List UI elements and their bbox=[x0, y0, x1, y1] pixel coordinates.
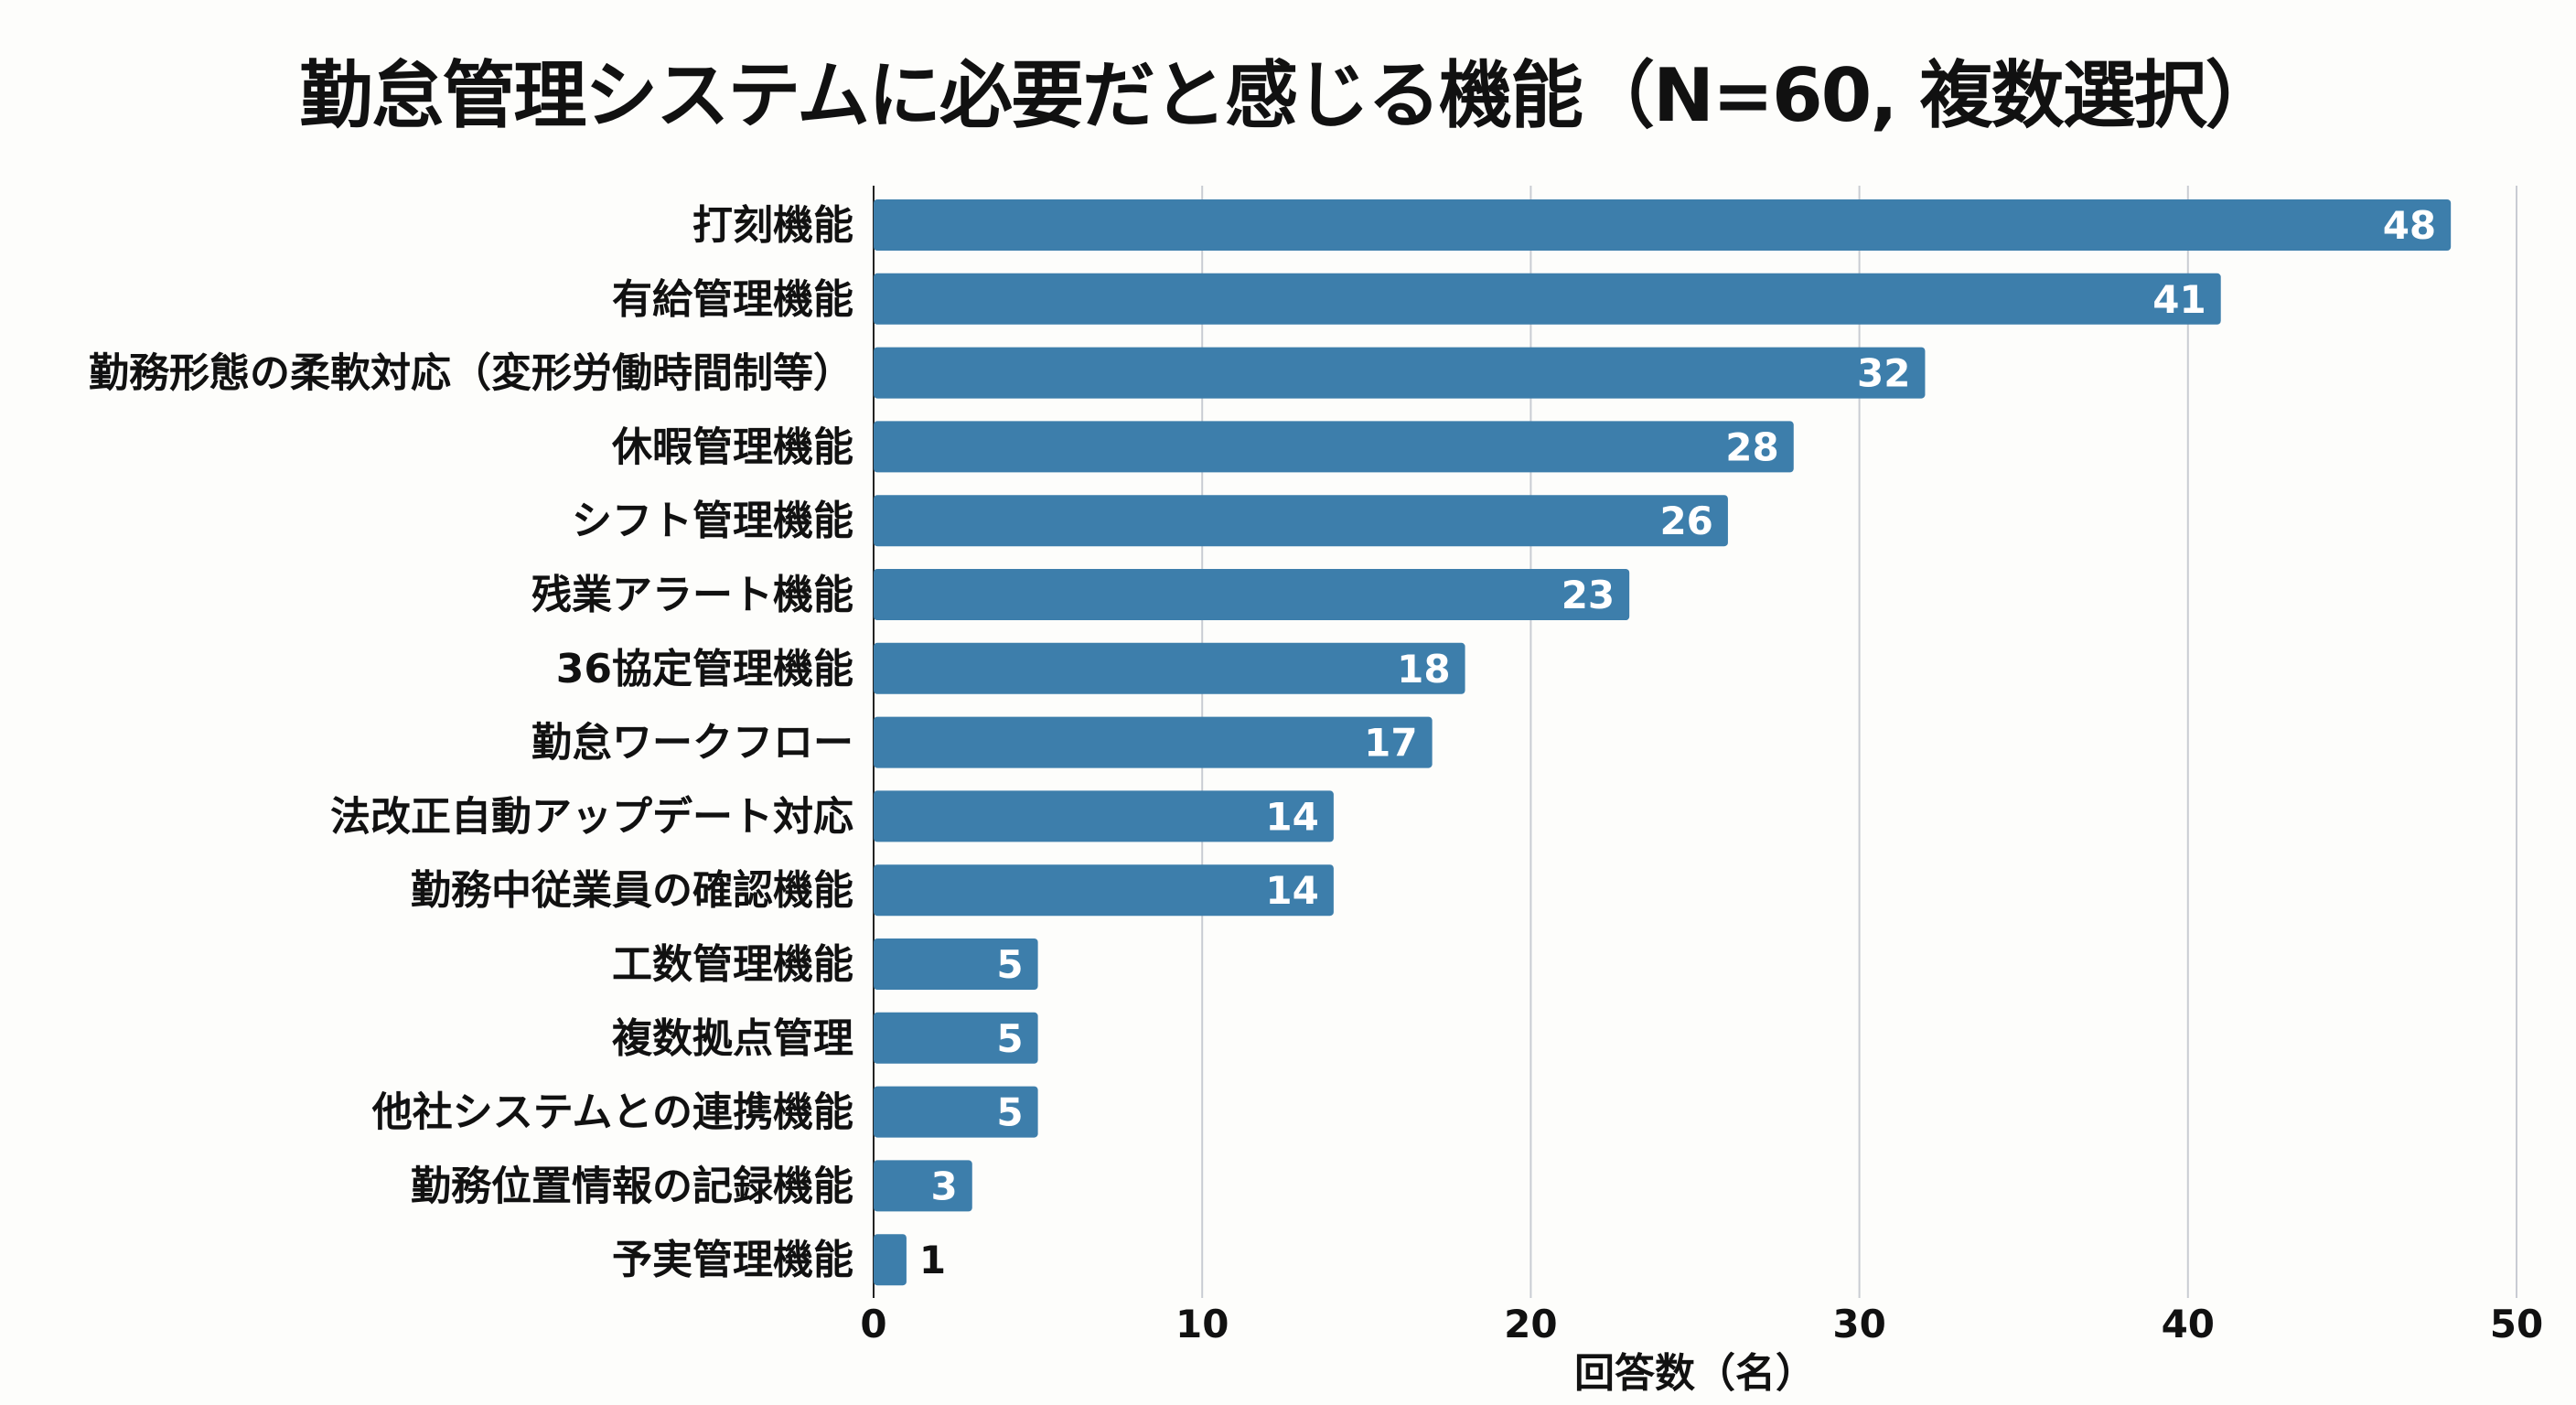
bar bbox=[874, 199, 2452, 251]
bar bbox=[874, 938, 1038, 990]
bar bbox=[874, 642, 1465, 694]
category-label: 36協定管理機能 bbox=[556, 646, 853, 692]
data-label: 26 bbox=[1659, 499, 1712, 543]
x-tick-label: 10 bbox=[1175, 1302, 1229, 1346]
data-label: 28 bbox=[1725, 424, 1778, 469]
bar bbox=[874, 716, 1433, 768]
bar bbox=[874, 1086, 1038, 1138]
data-label: 5 bbox=[996, 1016, 1023, 1061]
x-tick-label: 20 bbox=[1504, 1302, 1557, 1346]
x-tick-label: 30 bbox=[1832, 1302, 1885, 1346]
x-tick-label: 0 bbox=[860, 1302, 886, 1346]
data-label: 3 bbox=[931, 1164, 958, 1208]
bar bbox=[874, 495, 1728, 547]
x-tick-label: 50 bbox=[2490, 1302, 2543, 1346]
bar bbox=[874, 1160, 972, 1212]
category-label: 勤務位置情報の記録機能 bbox=[411, 1163, 853, 1209]
data-label: 5 bbox=[996, 1090, 1023, 1135]
category-label: 勤務中従業員の確認機能 bbox=[411, 867, 853, 914]
chart-title: 勤怠管理システムに必要だと感じる機能（N=60, 複数選択） bbox=[299, 53, 2278, 138]
bar bbox=[874, 1234, 907, 1286]
data-label: 1 bbox=[919, 1238, 946, 1282]
category-label: 複数拠点管理 bbox=[612, 1015, 853, 1062]
bar bbox=[874, 1012, 1038, 1064]
data-label: 14 bbox=[1265, 794, 1318, 839]
category-label: 予実管理機能 bbox=[612, 1237, 853, 1283]
x-axis-title: 回答数（名） bbox=[1574, 1350, 1816, 1397]
bar bbox=[874, 790, 1334, 842]
category-label: 有給管理機能 bbox=[612, 276, 853, 323]
data-label: 5 bbox=[996, 942, 1023, 987]
bar bbox=[874, 347, 1926, 399]
bar bbox=[874, 569, 1630, 620]
data-label: 32 bbox=[1857, 351, 1910, 396]
data-label: 14 bbox=[1265, 868, 1318, 913]
category-label: シフト管理機能 bbox=[572, 498, 853, 544]
bar bbox=[874, 421, 1794, 473]
category-label: 休暇管理機能 bbox=[611, 424, 853, 470]
category-label: 法改正自動アップデート対応 bbox=[330, 793, 853, 840]
category-label: 打刻機能 bbox=[692, 202, 853, 249]
data-label: 17 bbox=[1364, 721, 1417, 766]
category-label: 勤怠ワークフロー bbox=[531, 720, 853, 767]
data-label: 41 bbox=[2152, 277, 2206, 322]
bar bbox=[874, 864, 1334, 917]
category-label: 残業アラート機能 bbox=[531, 572, 853, 618]
data-label: 23 bbox=[1562, 573, 1615, 617]
category-label: 勤務形態の柔軟対応（変形労働時間制等） bbox=[89, 350, 853, 397]
data-label: 48 bbox=[2383, 203, 2436, 248]
x-tick-label: 40 bbox=[2162, 1302, 2215, 1346]
category-label: 工数管理機能 bbox=[612, 941, 853, 988]
bar bbox=[874, 273, 2221, 325]
data-label: 18 bbox=[1397, 647, 1450, 692]
category-label: 他社システムとの連携機能 bbox=[371, 1089, 853, 1136]
